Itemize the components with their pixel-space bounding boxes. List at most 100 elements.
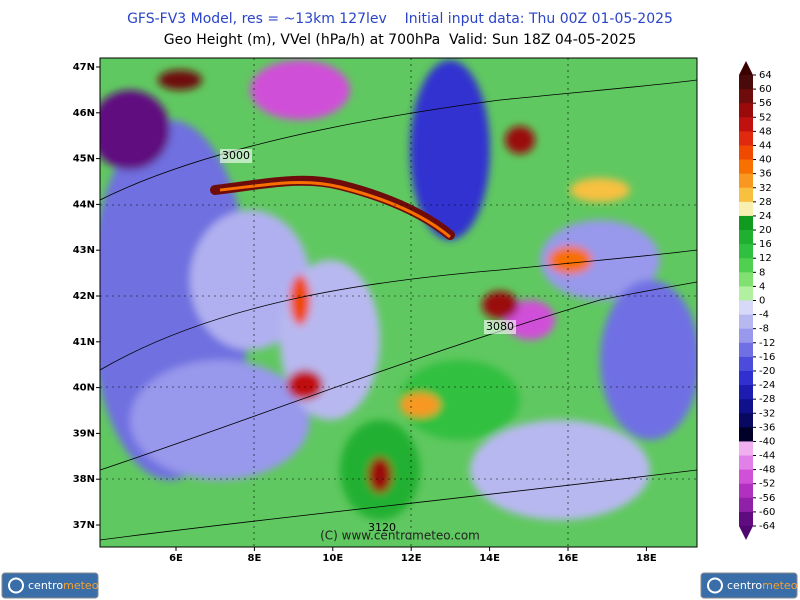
colorbar-band (739, 483, 753, 499)
latitude-label: 37N (73, 520, 95, 531)
longitude-label: 10E (322, 553, 343, 564)
colorbar-band (739, 258, 753, 273)
colorbar-band (739, 75, 753, 90)
colorbar-label: 4 (759, 281, 765, 292)
colorbar-label: 24 (759, 211, 772, 222)
colorbar-label: -28 (759, 394, 775, 405)
colorbar-label: -4 (759, 310, 769, 321)
svg-text:centrometeo: centrometeo (727, 579, 798, 592)
colorbar-label: -8 (759, 324, 769, 335)
longitude-label: 16E (558, 553, 579, 564)
colorbar-label: -24 (759, 380, 775, 391)
latitude-label: 45N (73, 154, 95, 165)
longitude-label: 14E (479, 553, 500, 564)
longitude-label: 6E (169, 553, 183, 564)
logo-text: centro (28, 579, 63, 592)
colorbar-band (739, 342, 753, 358)
logo: centrometeo (700, 572, 798, 599)
colorbar-label: 0 (759, 296, 765, 307)
colorbar-band (739, 300, 753, 316)
longitude-label: 18E (636, 553, 657, 564)
contour-label: 3000 (222, 149, 250, 162)
colorbar-band (739, 117, 753, 132)
latitude-label: 41N (73, 337, 95, 348)
latitude-label: 42N (73, 291, 95, 302)
latitude-label: 39N (73, 428, 95, 439)
latitude-label: 43N (73, 245, 95, 256)
logo-text: meteo (762, 579, 798, 592)
watermark: (C) www.centrometeo.com (320, 529, 480, 543)
colorbar-label: -16 (759, 352, 775, 363)
colorbar-band (739, 314, 753, 330)
svg-text:centrometeo: centrometeo (28, 579, 99, 592)
colorbar-label: 48 (759, 126, 772, 137)
colorbar-label: 32 (759, 183, 772, 194)
colorbar-band (739, 328, 753, 344)
colorbar-band (739, 244, 753, 259)
colorbar-band (739, 497, 753, 513)
colorbar-label: 28 (759, 197, 772, 208)
colorbar-band (739, 427, 753, 442)
colorbar-band (739, 145, 753, 161)
map-field (100, 58, 697, 547)
latitude-label: 47N (73, 62, 95, 73)
colorbar-label: -40 (759, 436, 775, 447)
colorbar-label: -56 (759, 493, 775, 504)
colorbar-band (739, 286, 753, 301)
colorbar-label: -44 (759, 451, 775, 462)
colorbar-label: 56 (759, 98, 772, 109)
latitude-label: 46N (73, 108, 95, 119)
colorbar-band (739, 455, 753, 471)
colorbar-label: 64 (759, 70, 772, 81)
colorbar-under (739, 526, 753, 540)
colorbar-band (739, 356, 753, 372)
colorbar-over (739, 61, 753, 75)
colorbar-label: -12 (759, 338, 775, 349)
colorbar-band (739, 159, 753, 175)
colorbar-label: -48 (759, 465, 775, 476)
colorbar-band (739, 215, 753, 231)
colorbar-label: -52 (759, 479, 775, 490)
latitude-label: 44N (73, 199, 95, 210)
colorbar-label: -64 (759, 521, 775, 532)
contour-label: 3080 (486, 320, 514, 333)
colorbar-label: 52 (759, 112, 772, 123)
colorbar-band (739, 272, 753, 287)
colorbar-band (739, 469, 753, 485)
colorbar-label: 12 (759, 253, 772, 264)
title: GFS-FV3 Model, res = ~13km 127lev Initia… (127, 11, 673, 27)
logo-text: meteo (63, 579, 99, 592)
colorbar-band (739, 201, 753, 217)
colorbar-label: 20 (759, 225, 772, 236)
colorbar-band (739, 173, 753, 189)
latitude-label: 40N (73, 383, 95, 394)
logo-text: centro (727, 579, 762, 592)
colorbar-band (739, 441, 753, 457)
colorbar-band (739, 413, 753, 428)
colorbar-label: -32 (759, 408, 775, 419)
logo: centrometeo (1, 572, 99, 599)
map-frame (99, 57, 698, 548)
colorbar-band (739, 370, 753, 386)
colorbar-label: 36 (759, 169, 772, 180)
colorbar-label: 60 (759, 84, 772, 95)
colorbar-label: 8 (759, 267, 765, 278)
contour-label: 3120 (368, 521, 396, 534)
colorbar-band (739, 187, 753, 203)
colorbar-band (739, 230, 753, 245)
colorbar-band (739, 511, 753, 527)
colorbar-band (739, 399, 753, 414)
colorbar-label: -60 (759, 507, 775, 518)
longitude-label: 8E (248, 553, 262, 564)
subtitle: Geo Height (m), VVel (hPa/h) at 700hPa V… (164, 32, 637, 48)
colorbar-band (739, 131, 753, 146)
colorbar-band (739, 385, 753, 400)
colorbar-label: -20 (759, 366, 775, 377)
latitude-label: 38N (73, 474, 95, 485)
colorbar-label: 40 (759, 155, 772, 166)
longitude-label: 12E (401, 553, 422, 564)
colorbar-label: 16 (759, 239, 772, 250)
colorbar-band (739, 103, 753, 118)
colorbar-band (739, 89, 753, 104)
